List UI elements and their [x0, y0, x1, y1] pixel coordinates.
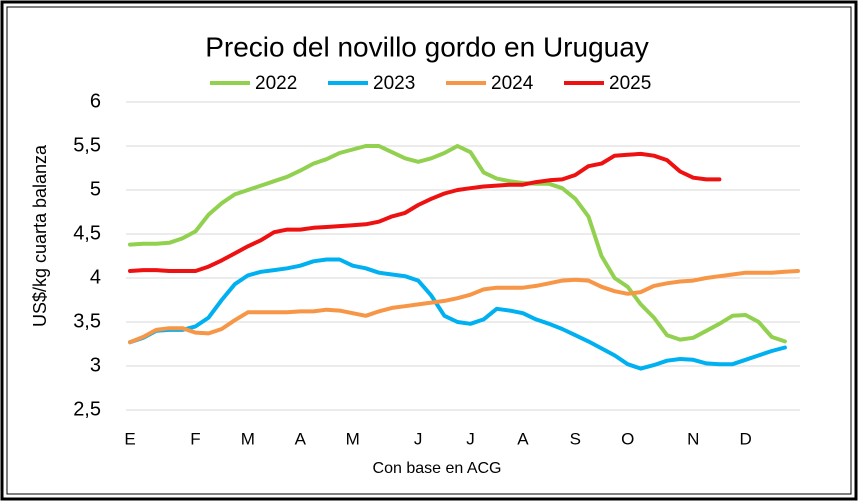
- legend-label: 2023: [373, 73, 415, 94]
- x-tick-label: E: [124, 429, 135, 448]
- y-tick-label: 4,5: [73, 222, 101, 244]
- legend-label: 2024: [491, 73, 534, 94]
- legend-label: 2025: [609, 73, 651, 94]
- x-tick-label: S: [570, 429, 581, 448]
- y-tick-label: 3,5: [73, 310, 101, 332]
- x-tick-label: M: [346, 429, 360, 448]
- x-tick-label: O: [621, 429, 634, 448]
- x-tick-label: A: [517, 429, 529, 448]
- chart-title: Precio del novillo gordo en Uruguay: [205, 31, 649, 62]
- series-line: [128, 269, 800, 345]
- y-tick-label: 4: [90, 266, 101, 288]
- x-tick-label: D: [739, 429, 751, 448]
- y-tick-label: 2,5: [73, 398, 101, 420]
- series-line: [128, 151, 722, 273]
- x-tick-label: J: [414, 429, 423, 448]
- x-axis-title: Con base en ACG: [373, 460, 502, 477]
- y-tick-label: 3: [90, 354, 101, 376]
- y-tick-label: 5: [90, 178, 101, 200]
- x-tick-label: A: [295, 429, 307, 448]
- y-tick-label: 5,5: [73, 134, 101, 156]
- legend-label: 2022: [255, 73, 297, 94]
- y-axis-title: US$/kg cuarta balanza: [30, 144, 50, 327]
- chart-frame-inner: [6, 6, 852, 495]
- y-tick-label: 6: [90, 90, 101, 112]
- series-line: [128, 257, 787, 371]
- x-tick-label: M: [241, 429, 255, 448]
- x-tick-label: J: [466, 429, 475, 448]
- series-line: [128, 144, 787, 344]
- x-tick-label: F: [190, 429, 200, 448]
- x-tick-label: N: [687, 429, 699, 448]
